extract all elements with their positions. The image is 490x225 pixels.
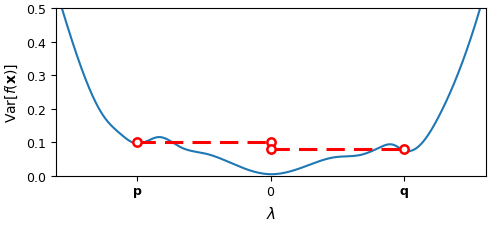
X-axis label: $\lambda$: $\lambda$ bbox=[266, 205, 276, 221]
Y-axis label: Var[$f(\mathbf{x})$]: Var[$f(\mathbf{x})$] bbox=[4, 63, 21, 122]
